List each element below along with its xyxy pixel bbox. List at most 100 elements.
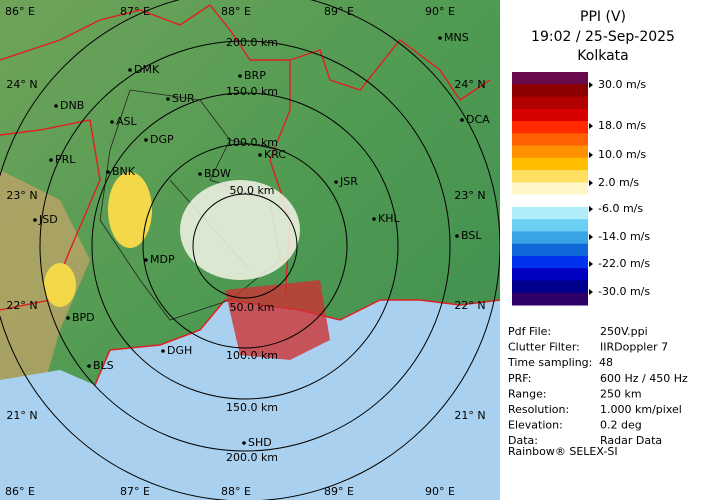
city-label: BNK — [112, 165, 136, 178]
colorbar-band — [512, 280, 588, 294]
range-label: 50.0 km — [229, 301, 274, 314]
city-dot — [242, 441, 246, 445]
city-dot — [438, 36, 442, 40]
colorbar-tick — [589, 82, 593, 88]
city-dot — [144, 138, 148, 142]
range-label: 200.0 km — [226, 36, 278, 49]
colorbar-label: 10.0 m/s — [598, 148, 646, 161]
info-value: 250V.ppi — [600, 325, 648, 338]
range-label: 100.0 km — [226, 349, 278, 362]
city-dot — [87, 364, 91, 368]
city-label: SHD — [248, 436, 272, 449]
lon-label: 89° E — [324, 485, 354, 498]
info-value: IIRDoppler 7 — [600, 341, 668, 354]
lon-label: 89° E — [324, 5, 354, 18]
city-dot — [49, 158, 53, 162]
colorbar-band — [512, 292, 588, 306]
lat-label: 24° N — [454, 78, 485, 91]
lon-label: 88° E — [221, 485, 251, 498]
colorbar-band — [512, 170, 588, 183]
sea — [0, 300, 500, 500]
colorbar-label: 30.0 m/s — [598, 78, 646, 91]
range-label: 100.0 km — [226, 136, 278, 149]
city-dot — [33, 218, 37, 222]
colorbar-band — [512, 243, 588, 257]
lat-label: 22° N — [6, 299, 37, 312]
echo-red — [225, 280, 330, 360]
lat-label: 23° N — [6, 189, 37, 202]
lat-label: 23° N — [454, 189, 485, 202]
highland — [0, 170, 90, 420]
city-dot — [144, 258, 148, 262]
colorbar: 30.0 m/s 18.0 m/s 10.0 m/s 2.0 m/s -6.0 m/s -… — [512, 72, 650, 306]
colorbar-tick — [589, 123, 593, 129]
lon-label: 86° E — [5, 485, 35, 498]
colorbar-band — [512, 121, 588, 134]
colorbar-tick — [589, 152, 593, 158]
info-key: Clutter Filter: — [508, 341, 580, 354]
colorbar-band — [512, 84, 588, 98]
lat-label: 22° N — [454, 299, 485, 312]
city-dot — [161, 349, 165, 353]
info-key: Time sampling: — [507, 356, 592, 369]
range-label: 150.0 km — [226, 85, 278, 98]
colorbar-band — [512, 194, 588, 208]
colorbar-band — [512, 145, 588, 159]
colorbar-tick — [589, 261, 593, 267]
city-dot — [334, 180, 338, 184]
city-dot — [460, 118, 464, 122]
colorbar-band — [512, 182, 588, 196]
product-title: PPI (V) — [580, 9, 626, 25]
info-key: Data: — [508, 434, 538, 447]
city-dot — [54, 104, 58, 108]
city-label: DNB — [60, 99, 84, 112]
boundaries — [0, 4, 491, 311]
timestamp: 19:02 / 25-Sep-2025 — [531, 29, 675, 45]
info-key: Range: — [508, 387, 547, 400]
colorbar-band — [512, 133, 588, 147]
colorbar-band — [512, 108, 588, 122]
info-key: Resolution: — [508, 403, 569, 416]
city-label: DGH — [167, 344, 192, 357]
colorbar-band — [512, 157, 588, 171]
city-label: DGP — [150, 133, 174, 146]
city-label: ASL — [116, 115, 138, 128]
city-label: BRP — [244, 69, 266, 82]
lat-label: 21° N — [454, 409, 485, 422]
city-label: BDW — [204, 167, 231, 180]
city-dot — [128, 68, 132, 72]
city-label: DMK — [134, 63, 160, 76]
lon-label: 90° E — [425, 485, 455, 498]
colorbar-band — [512, 96, 588, 110]
footer: Rainbow® SELEX-SI — [508, 445, 618, 458]
colorbar-band — [512, 255, 588, 269]
city-dot — [258, 153, 262, 157]
range-label: 200.0 km — [226, 451, 278, 464]
echo-clutter — [180, 180, 300, 280]
colorbar-label: -30.0 m/s — [598, 285, 650, 298]
city-dot — [372, 217, 376, 221]
city-label: JSR — [339, 175, 358, 188]
info-value: 48 — [599, 356, 613, 369]
range-label: 50.0 km — [229, 184, 274, 197]
city-dot — [110, 120, 114, 124]
info-value: 250 km — [600, 387, 642, 400]
info-key: PRF: — [508, 372, 531, 385]
lon-label: 87° E — [120, 485, 150, 498]
lat-label: 24° N — [6, 78, 37, 91]
colorbar-band — [512, 206, 588, 220]
lat-label: 21° N — [6, 409, 37, 422]
city-dot — [66, 316, 70, 320]
city-label: BSL — [461, 229, 482, 242]
info-value: 1.000 km/pixel — [600, 403, 682, 416]
colorbar-tick — [589, 180, 593, 186]
city-dot — [198, 172, 202, 176]
colorbar-label: -14.0 m/s — [598, 230, 650, 243]
echo-yellow — [44, 263, 76, 307]
colorbar-band — [512, 268, 588, 281]
colorbar-label: -22.0 m/s — [598, 257, 650, 270]
colorbar-tick — [589, 234, 593, 240]
lon-label: 86° E — [5, 5, 35, 18]
city-dot — [166, 97, 170, 101]
